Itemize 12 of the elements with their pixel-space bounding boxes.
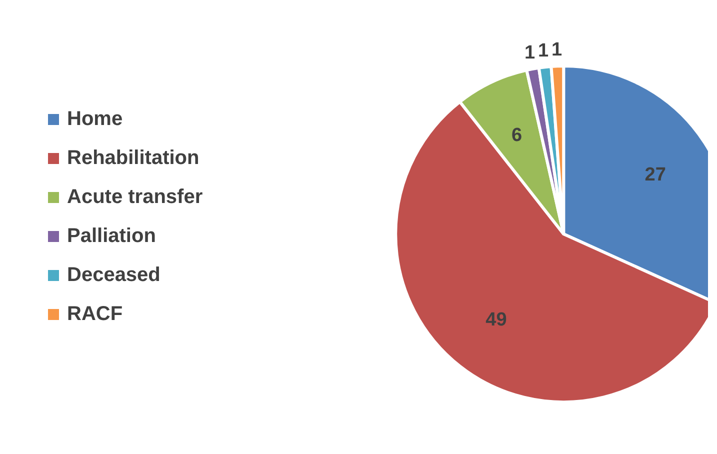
data-label: 27 [644, 164, 666, 186]
legend-label: Palliation [67, 225, 156, 248]
data-label: 1 [552, 40, 563, 61]
legend-label: Deceased [67, 264, 160, 287]
data-label: 1 [538, 40, 549, 62]
data-label: 49 [486, 309, 507, 330]
legend-label: RACF [67, 303, 123, 326]
legend-label: Home [67, 108, 123, 131]
data-label: 1 [524, 42, 536, 64]
legend-label: Acute transfer [67, 186, 203, 209]
data-label: 6 [511, 124, 522, 146]
legend-label: Rehabilitation [67, 147, 200, 170]
